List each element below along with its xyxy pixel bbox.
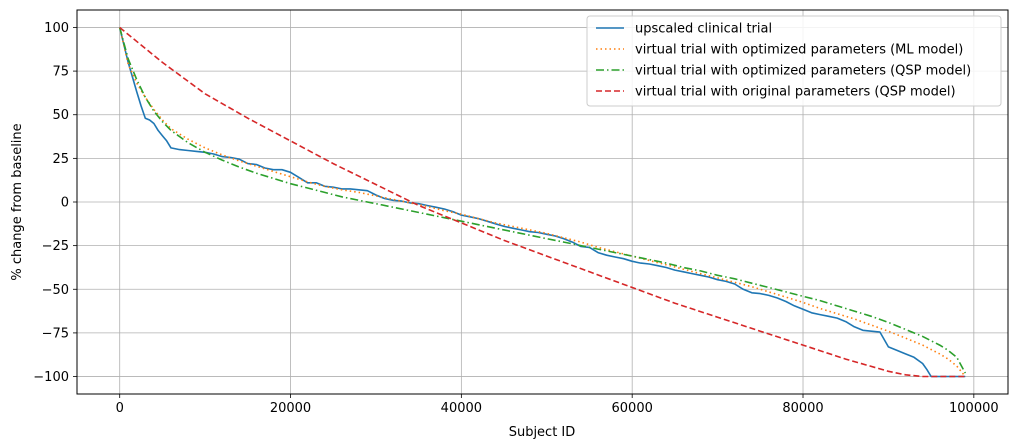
legend-box (586, 15, 1002, 107)
legend-label-3: virtual trial with optimized parameters … (635, 64, 971, 79)
x-tick-label: 80000 (782, 401, 823, 416)
x-axis-ticks: 0 20000 40000 60000 80000 100000 (116, 394, 999, 416)
y-tick-label: 100 (44, 21, 69, 36)
y-tick-label: 0 (61, 196, 69, 211)
gridlines (77, 10, 1008, 394)
legend-label-1: upscaled clinical trial (635, 22, 772, 37)
series-line-2 (118, 27, 966, 378)
y-axis-label: % change from baseline (10, 123, 25, 280)
x-axis-label: Subject ID (509, 425, 576, 440)
y-tick-label: −100 (33, 370, 69, 385)
series-line-4 (119, 26, 966, 378)
x-tick-label: 0 (116, 401, 124, 416)
y-tick-label: 25 (52, 152, 69, 167)
y-tick-label: −50 (42, 283, 69, 298)
y-axis-ticks: −100 −75 −50 −25 0 25 50 75 100 (33, 21, 77, 385)
x-tick-label: 100000 (949, 401, 999, 416)
y-tick-label: 50 (52, 108, 69, 123)
x-tick-label: 20000 (270, 401, 311, 416)
series-line-3 (118, 27, 967, 374)
x-tick-label: 40000 (441, 401, 482, 416)
y-tick-label: 75 (52, 65, 69, 80)
series-lines (118, 26, 967, 378)
legend-label-2: virtual trial with optimized parameters … (635, 43, 963, 58)
y-tick-label: −25 (42, 239, 69, 254)
legend-label-4: virtual trial with original parameters (… (635, 85, 956, 100)
y-tick-label: −75 (42, 326, 69, 341)
legend: upscaled clinical trial virtual trial wit… (586, 15, 1002, 107)
x-tick-label: 60000 (612, 401, 653, 416)
